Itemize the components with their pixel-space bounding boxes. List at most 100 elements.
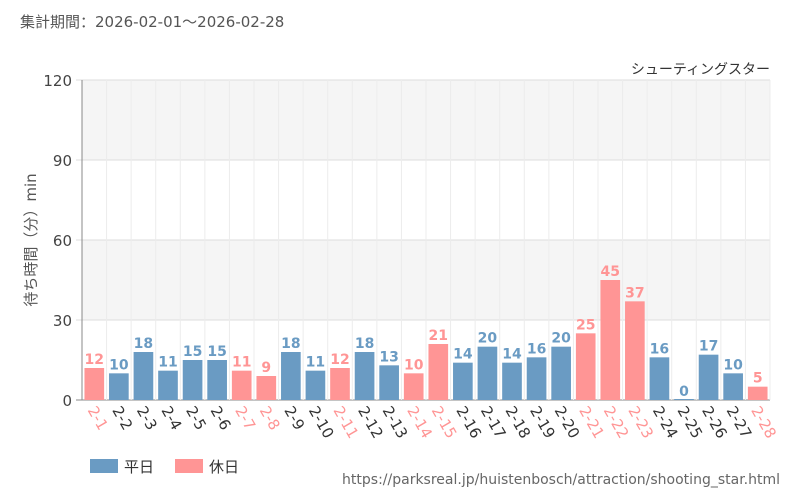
y-tick-label: 0 (62, 392, 72, 410)
x-tick-label: 2-3 (133, 403, 161, 433)
bar-value-label: 14 (453, 347, 473, 363)
bar-value-label: 0 (679, 384, 689, 400)
bar (698, 354, 719, 400)
legend-holiday-label: 休日 (209, 457, 240, 476)
x-tick-label: 2-9 (280, 403, 308, 433)
bar-value-label: 5 (753, 371, 763, 387)
y-tick-label: 60 (53, 232, 72, 250)
bar (674, 399, 694, 400)
bar (551, 346, 571, 400)
x-tick-label: 2-21 (575, 403, 608, 441)
bar-value-label: 37 (625, 285, 644, 301)
chart-title: シューティングスター (631, 62, 770, 78)
x-tick-label: 2-5 (182, 403, 210, 433)
bar-value-label: 11 (232, 355, 251, 371)
bar (526, 357, 547, 400)
bar-value-label: 12 (85, 352, 104, 368)
x-tick-label: 2-16 (452, 403, 485, 441)
bar-value-label: 18 (134, 336, 153, 352)
bar (403, 373, 424, 400)
bar-value-label: 18 (281, 336, 300, 352)
bar (84, 368, 105, 400)
bar (428, 344, 449, 400)
bar-value-label: 25 (576, 317, 595, 333)
bar (305, 370, 326, 400)
bar-value-label: 10 (109, 357, 129, 373)
x-tick-label: 2-4 (158, 403, 186, 433)
bar-value-label: 16 (527, 341, 546, 357)
x-tick-label: 2-10 (305, 403, 338, 441)
bar (182, 360, 203, 400)
bar (723, 373, 743, 400)
bar-value-label: 13 (379, 349, 398, 365)
x-tick-label: 2-17 (477, 403, 510, 441)
bar-value-label: 14 (502, 347, 522, 363)
bar-value-label: 21 (429, 328, 448, 344)
y-tick-label: 90 (53, 152, 72, 170)
x-tick-label: 2-12 (354, 403, 387, 441)
bar (207, 360, 227, 400)
x-tick-label: 2-20 (551, 403, 584, 441)
x-tick-label: 2-6 (207, 403, 235, 433)
bar (158, 370, 178, 400)
bar-value-label: 10 (723, 357, 743, 373)
bar-value-label: 15 (207, 344, 226, 360)
bar-value-label: 12 (330, 352, 349, 368)
legend-holiday-swatch (175, 459, 203, 473)
x-tick-label: 2-14 (403, 403, 436, 441)
x-tick-label: 2-18 (502, 403, 535, 441)
bar-value-label: 16 (650, 341, 669, 357)
bar (453, 362, 473, 400)
x-tick-label: 2-13 (379, 403, 412, 441)
y-axis-title: 待ち時間（分）min (22, 173, 40, 306)
x-tick-label: 2-23 (624, 403, 657, 441)
bar (502, 362, 522, 400)
bar-value-label: 20 (478, 331, 498, 347)
x-tick-label: 2-24 (649, 403, 682, 441)
bar-value-label: 20 (551, 331, 571, 347)
bar (477, 346, 498, 400)
bar (231, 370, 252, 400)
bar (649, 357, 670, 400)
x-tick-label: 2-7 (231, 403, 259, 433)
bar-value-label: 18 (355, 336, 374, 352)
x-tick-label: 2-11 (330, 403, 363, 441)
bar-value-label: 11 (306, 355, 325, 371)
legend-holiday: 休日 (175, 456, 239, 476)
y-tick-label: 30 (53, 312, 72, 330)
bar (281, 352, 301, 400)
x-tick-label: 2-26 (698, 403, 731, 441)
legend-weekday-swatch (90, 459, 118, 473)
x-tick-label: 2-25 (674, 403, 707, 441)
x-tick-label: 2-2 (108, 403, 136, 433)
bar (600, 280, 621, 400)
x-tick-label: 2-27 (723, 403, 756, 441)
bar-value-label: 9 (261, 360, 271, 376)
bar (330, 368, 350, 400)
bar-value-label: 17 (699, 339, 718, 355)
x-tick-label: 2-28 (747, 403, 780, 441)
x-tick-label: 2-15 (428, 403, 461, 441)
period-label: 集計期間：2026-02-01～2026-02-28 (20, 13, 285, 31)
x-tick-label: 2-22 (600, 403, 633, 441)
source-url: https://parksreal.jp/huistenbosch/attrac… (342, 472, 780, 488)
x-tick-label: 2-19 (526, 403, 559, 441)
bar-value-label: 10 (404, 357, 424, 373)
bar (625, 301, 645, 400)
x-tick-label: 2-1 (84, 403, 112, 433)
bar (256, 376, 277, 400)
bar (133, 352, 154, 400)
bar (354, 352, 375, 400)
bar-value-label: 15 (183, 344, 202, 360)
x-tick-label: 2-8 (256, 403, 284, 433)
bar (109, 373, 129, 400)
bar (379, 365, 399, 400)
bar-value-label: 45 (601, 264, 620, 280)
bar-value-label: 11 (158, 355, 177, 371)
y-tick-label: 120 (43, 72, 72, 90)
legend-weekday: 平日 (90, 456, 154, 476)
legend-weekday-label: 平日 (124, 457, 155, 476)
bar (575, 333, 596, 400)
bar (747, 386, 768, 400)
